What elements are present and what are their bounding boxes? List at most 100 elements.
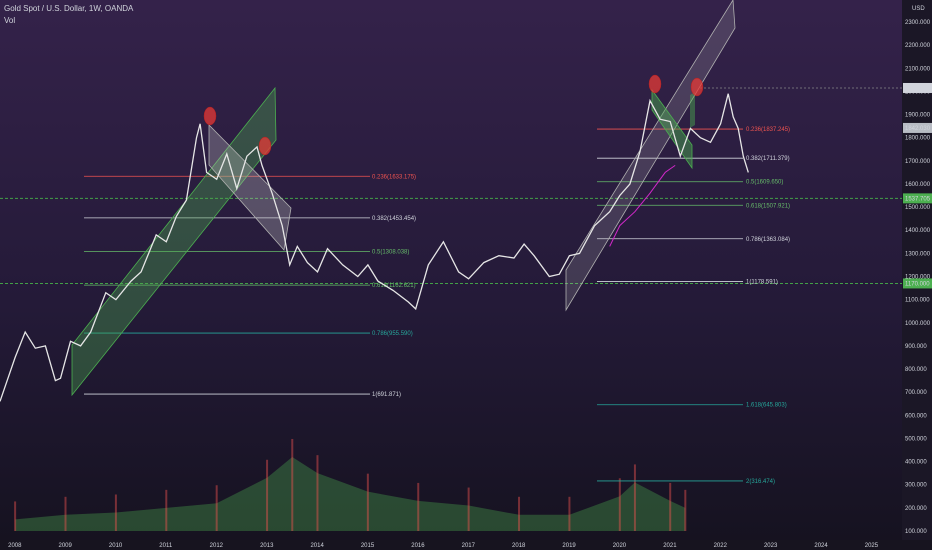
- time-tick-label: 2009: [59, 543, 73, 549]
- volume-bar: [14, 501, 17, 531]
- volume-layer: [14, 438, 687, 531]
- price-tick-label: 900.000: [905, 344, 927, 350]
- time-tick-label: 2013: [260, 543, 274, 549]
- volume-area: [15, 456, 686, 531]
- price-label-text: 2014.819: [905, 86, 931, 92]
- volume-bar: [467, 487, 470, 531]
- price-tick-label: 400.000: [905, 460, 927, 466]
- volume-bar: [633, 464, 636, 531]
- fib-right-level-label: 0.618(1507.921): [746, 203, 790, 209]
- price-tick-label: 2300.000: [905, 20, 931, 26]
- price-tick-label: 500.000: [905, 436, 927, 442]
- top-marker: [203, 106, 217, 126]
- fib-right-level-label: 0.5(1609.650): [746, 180, 783, 186]
- time-tick-label: 2008: [8, 543, 22, 549]
- volume-bar: [669, 482, 672, 531]
- price-tick-label: 100.000: [905, 529, 927, 535]
- time-tick-label: 2019: [562, 543, 576, 549]
- green-box: [690, 92, 695, 128]
- price-label-text: 1170.000: [905, 281, 930, 287]
- volume-bar: [64, 496, 67, 531]
- top-marker: [648, 74, 662, 94]
- volume-bar: [417, 482, 420, 531]
- time-tick-label: 2018: [512, 543, 526, 549]
- moving-average-line: [609, 164, 676, 247]
- fib-left-level-label: 0.786(955.590): [372, 331, 413, 337]
- price-tick-label: 1200.000: [905, 275, 931, 281]
- price-tick-label: 800.000: [905, 367, 927, 373]
- fib-left-level-label: 0.618(1162.621): [372, 283, 416, 289]
- time-tick-label: 2015: [361, 543, 375, 549]
- time-tick-label: 2012: [210, 543, 224, 549]
- volume-bar: [316, 455, 319, 531]
- volume-bar: [215, 485, 218, 531]
- time-tick-label: 2010: [109, 543, 123, 549]
- marker-layer: [203, 74, 704, 156]
- volume-bar: [165, 489, 168, 531]
- volume-bar: [618, 478, 621, 531]
- time-tick-label: 2016: [411, 543, 425, 549]
- price-tick-label: 2100.000: [905, 66, 931, 72]
- price-tick-label: 1800.000: [905, 136, 931, 142]
- fib-left-level-label: 0.382(1453.454): [372, 216, 416, 222]
- channel-drawings: [71, 0, 736, 397]
- price-label-badge[interactable]: [903, 82, 932, 93]
- price-tick-label: 1900.000: [905, 113, 931, 119]
- price-label-text: 1842.030: [905, 126, 931, 132]
- left-rising-channel: [71, 86, 277, 397]
- time-tick-label: 2017: [462, 543, 476, 549]
- time-axis[interactable]: 2008 2009 2010 2011 2012 2013 2014 2015 2016 2017…: [0, 540, 932, 550]
- fib-right-level-label: 0.236(1837.245): [746, 127, 790, 133]
- time-tick-label: 2020: [613, 543, 627, 549]
- volume-indicator-label: Vol: [4, 16, 16, 25]
- volume-bar: [518, 496, 521, 531]
- fib-right-level-label: 0.382(1711.379): [746, 156, 790, 162]
- volume-bar: [684, 489, 687, 531]
- fib-right-level-label: 2(316.474): [746, 479, 775, 485]
- volume-bar: [114, 494, 117, 531]
- price-tick-label: 2200.000: [905, 43, 931, 49]
- price-unit-label: USD: [912, 6, 925, 12]
- price-tick-label: 1600.000: [905, 182, 931, 188]
- price-tick-label: 1700.000: [905, 159, 931, 165]
- price-series-line: [0, 93, 749, 402]
- price-axis[interactable]: 2300.0002200.0002100.0002000.0001900.000…: [902, 0, 932, 550]
- right-rising-channel: [565, 0, 736, 312]
- price-label-badge[interactable]: [903, 122, 932, 133]
- price-tick-label: 1000.000: [905, 321, 931, 327]
- price-tick-label: 1400.000: [905, 228, 931, 234]
- time-tick-label: 2011: [159, 543, 173, 549]
- fib-left-level-label: 1(691.871): [372, 392, 401, 398]
- top-marker: [690, 77, 704, 97]
- time-tick-label: 2022: [714, 543, 728, 549]
- grid-layer: [0, 87, 902, 284]
- price-label-text: 1537.705: [905, 196, 931, 202]
- volume-bar: [366, 473, 369, 531]
- fib-left-level-label: 0.5(1308.038): [372, 250, 409, 256]
- fib-right-level-label: 0.786(1363.084): [746, 237, 790, 243]
- price-layer: [0, 93, 749, 402]
- volume-bar: [291, 438, 294, 531]
- chart-title: Gold Spot / U.S. Dollar, 1W, OANDA: [4, 4, 134, 13]
- price-tick-label: 300.000: [905, 483, 927, 489]
- price-tick-label: 1500.000: [905, 205, 931, 211]
- left-falling-channel: [208, 124, 292, 251]
- time-tick-label: 2023: [764, 543, 778, 549]
- price-tick-label: 600.000: [905, 413, 927, 419]
- price-tick-label: 700.000: [905, 390, 927, 396]
- fib-left-level-label: 0.236(1633.175): [372, 174, 416, 180]
- time-tick-label: 2025: [865, 543, 879, 549]
- top-marker: [258, 136, 272, 156]
- price-label-badge[interactable]: [903, 278, 932, 289]
- fibonacci-layer: 0.236(1633.175) 0.382(1453.454) 0.5(1308.0…: [84, 127, 790, 485]
- fib-right-level-label: 1(1178.591): [746, 279, 778, 285]
- volume-bar: [568, 496, 571, 531]
- time-tick-label: 2021: [663, 543, 677, 549]
- time-tick-label: 2014: [310, 543, 324, 549]
- price-tick-label: 1100.000: [905, 298, 930, 304]
- time-tick-label: 2024: [814, 543, 828, 549]
- price-label-badge[interactable]: [903, 193, 932, 204]
- price-tick-label: 200.000: [905, 506, 927, 512]
- volume-bar: [266, 459, 269, 531]
